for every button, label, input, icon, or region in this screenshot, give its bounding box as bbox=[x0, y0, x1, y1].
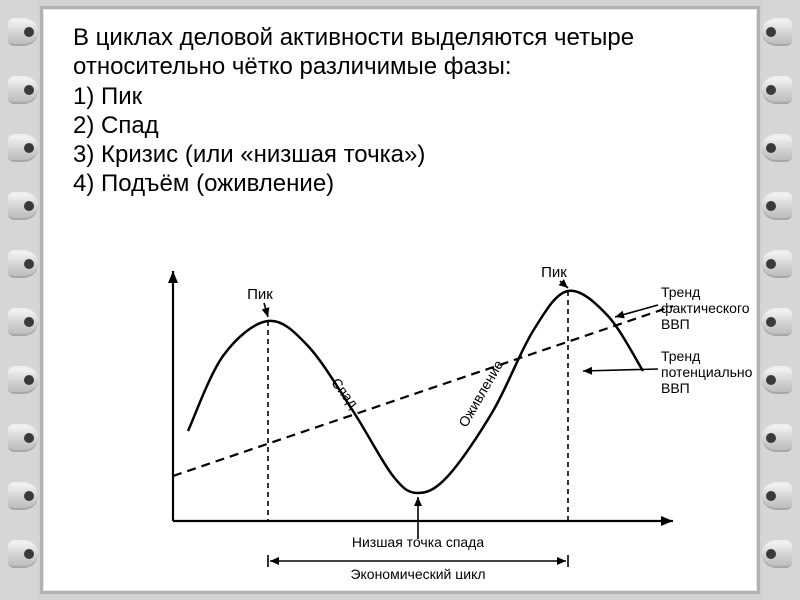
text-block: В циклах деловой активности выделяются ч… bbox=[73, 23, 729, 199]
svg-text:потенциального: потенциального bbox=[661, 364, 753, 380]
list-item-3: 3) Кризис (или «низшая точка») bbox=[73, 140, 729, 169]
svg-text:Тренд: Тренд bbox=[661, 348, 700, 364]
page-root: В циклах деловой активности выделяются ч… bbox=[0, 0, 800, 600]
business-cycle-chart: Пик Пик Низшая точка спада Спад Оживление Эко… bbox=[113, 261, 753, 579]
spiral-right bbox=[762, 0, 800, 600]
list-item-1: 1) Пик bbox=[73, 82, 729, 111]
spiral-left bbox=[0, 0, 38, 600]
svg-text:Низшая точка спада: Низшая точка спада bbox=[352, 534, 485, 550]
svg-text:Оживление: Оживление bbox=[455, 357, 506, 430]
list-item-2: 2) Спад bbox=[73, 111, 729, 140]
svg-text:Пик: Пик bbox=[541, 264, 567, 281]
svg-text:Спад: Спад bbox=[328, 375, 361, 411]
svg-text:Экономический цикл: Экономический цикл bbox=[350, 566, 485, 579]
svg-text:фактического: фактического bbox=[661, 300, 750, 316]
svg-text:Пик: Пик bbox=[247, 286, 273, 303]
list-item-4: 4) Подъём (оживление) bbox=[73, 169, 729, 198]
svg-text:ВВП: ВВП bbox=[661, 316, 690, 332]
paper-sheet: В циклах деловой активности выделяются ч… bbox=[40, 6, 760, 594]
svg-text:ВВП: ВВП bbox=[661, 380, 690, 396]
svg-text:Тренд: Тренд bbox=[661, 284, 700, 300]
intro-line: В циклах деловой активности выделяются ч… bbox=[73, 23, 729, 82]
